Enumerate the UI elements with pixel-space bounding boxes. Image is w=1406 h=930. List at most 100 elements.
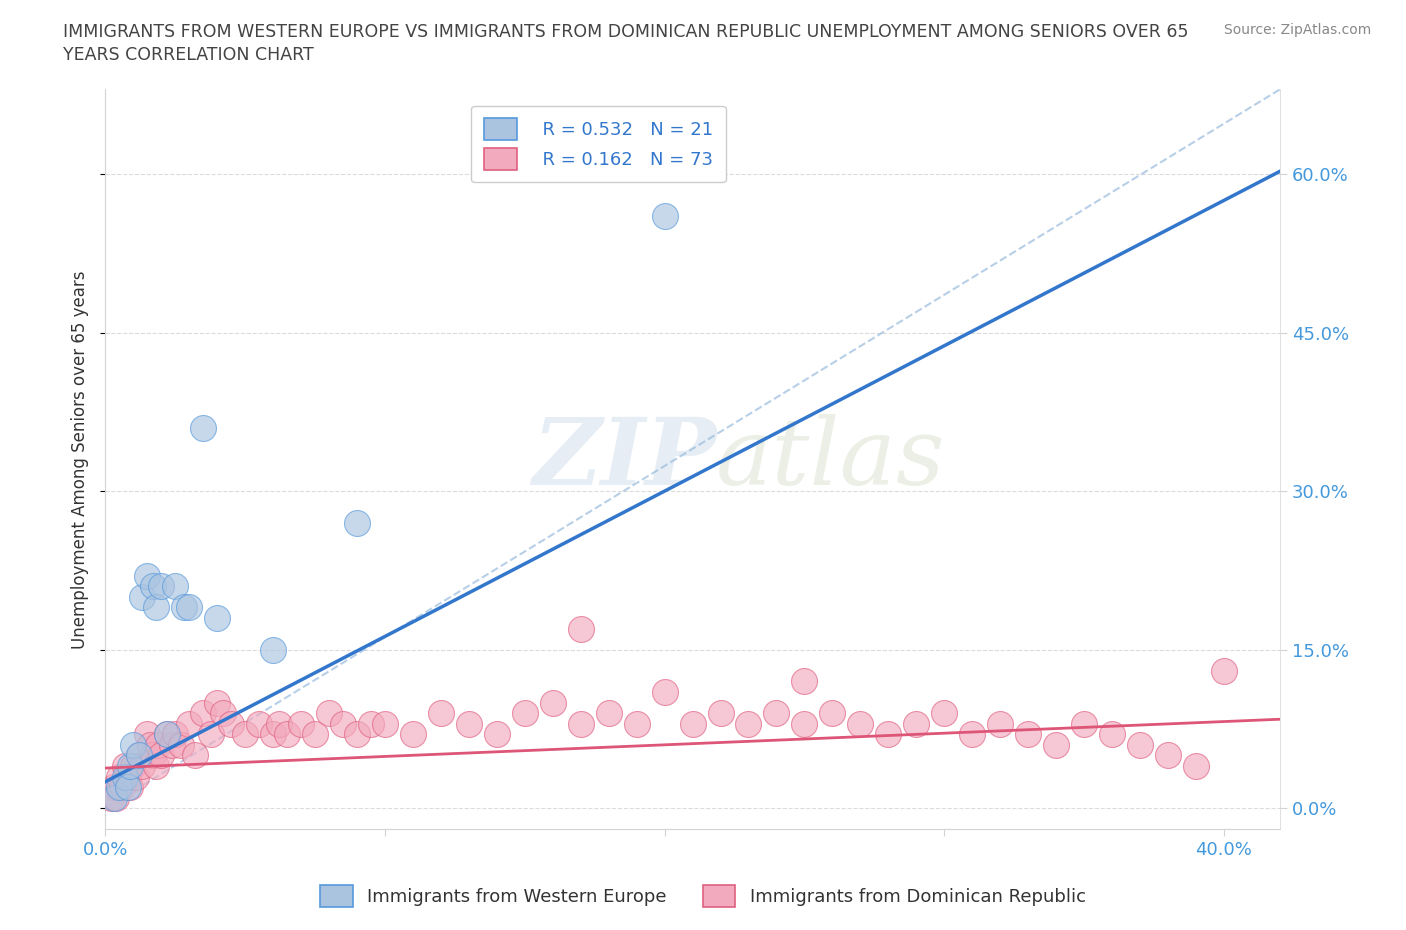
Point — [183, 748, 205, 763]
Text: YEARS CORRELATION CHART: YEARS CORRELATION CHART — [63, 46, 314, 64]
Point — [148, 737, 170, 752]
Point — [318, 706, 340, 721]
Point — [1073, 716, 1095, 731]
Point — [120, 779, 142, 794]
Point — [682, 716, 704, 731]
Point — [114, 759, 136, 774]
Point — [165, 578, 187, 593]
Point — [114, 769, 136, 784]
Point — [162, 737, 184, 752]
Point — [179, 600, 201, 615]
Point — [430, 706, 453, 721]
Point — [108, 769, 131, 784]
Point — [131, 759, 153, 774]
Point — [877, 727, 900, 742]
Point — [108, 779, 131, 794]
Point — [128, 748, 150, 763]
Point — [513, 706, 536, 721]
Point — [304, 727, 326, 742]
Point — [793, 716, 815, 731]
Y-axis label: Unemployment Among Seniors over 65 years: Unemployment Among Seniors over 65 years — [72, 270, 89, 648]
Point — [569, 716, 592, 731]
Point — [485, 727, 508, 742]
Point — [569, 621, 592, 636]
Point — [821, 706, 844, 721]
Point — [117, 769, 139, 784]
Point — [120, 759, 142, 774]
Point — [457, 716, 479, 731]
Point — [374, 716, 396, 731]
Point — [267, 716, 290, 731]
Point — [654, 684, 676, 699]
Point — [131, 590, 153, 604]
Point — [125, 769, 148, 784]
Point — [173, 600, 195, 615]
Point — [211, 706, 233, 721]
Point — [156, 727, 179, 742]
Point — [179, 716, 201, 731]
Point — [849, 716, 872, 731]
Text: Source: ZipAtlas.com: Source: ZipAtlas.com — [1223, 23, 1371, 37]
Point — [145, 600, 167, 615]
Point — [233, 727, 256, 742]
Point — [142, 578, 165, 593]
Point — [346, 727, 368, 742]
Point — [960, 727, 983, 742]
Point — [117, 779, 139, 794]
Point — [541, 695, 564, 710]
Point — [402, 727, 425, 742]
Point — [709, 706, 731, 721]
Legend: Immigrants from Western Europe, Immigrants from Dominican Republic: Immigrants from Western Europe, Immigran… — [311, 876, 1095, 916]
Point — [737, 716, 759, 731]
Point — [156, 727, 179, 742]
Point — [247, 716, 270, 731]
Point — [1017, 727, 1039, 742]
Point — [136, 727, 159, 742]
Point — [205, 610, 228, 625]
Point — [150, 748, 173, 763]
Point — [905, 716, 928, 731]
Point — [934, 706, 956, 721]
Point — [765, 706, 787, 721]
Point — [1185, 759, 1208, 774]
Point — [346, 515, 368, 530]
Point — [290, 716, 312, 731]
Point — [122, 759, 145, 774]
Point — [111, 779, 134, 794]
Point — [988, 716, 1011, 731]
Point — [360, 716, 382, 731]
Point — [654, 209, 676, 224]
Point — [170, 737, 193, 752]
Point — [103, 779, 125, 794]
Point — [1101, 727, 1123, 742]
Point — [626, 716, 648, 731]
Text: atlas: atlas — [716, 415, 946, 504]
Point — [136, 568, 159, 583]
Point — [139, 737, 162, 752]
Point — [122, 737, 145, 752]
Point — [1129, 737, 1152, 752]
Point — [100, 790, 122, 805]
Point — [105, 790, 128, 805]
Point — [793, 674, 815, 689]
Point — [200, 727, 222, 742]
Point — [276, 727, 298, 742]
Point — [598, 706, 620, 721]
Text: IMMIGRANTS FROM WESTERN EUROPE VS IMMIGRANTS FROM DOMINICAN REPUBLIC UNEMPLOYMEN: IMMIGRANTS FROM WESTERN EUROPE VS IMMIGR… — [63, 23, 1188, 41]
Text: ZIP: ZIP — [531, 415, 716, 504]
Point — [128, 748, 150, 763]
Point — [1045, 737, 1067, 752]
Point — [150, 578, 173, 593]
Point — [332, 716, 354, 731]
Point — [145, 759, 167, 774]
Point — [103, 790, 125, 805]
Point — [205, 695, 228, 710]
Point — [262, 643, 284, 658]
Legend:   R = 0.532   N = 21,   R = 0.162   N = 73: R = 0.532 N = 21, R = 0.162 N = 73 — [471, 106, 725, 182]
Point — [165, 727, 187, 742]
Point — [1213, 663, 1236, 678]
Point — [219, 716, 242, 731]
Point — [191, 706, 214, 721]
Point — [191, 420, 214, 435]
Point — [142, 748, 165, 763]
